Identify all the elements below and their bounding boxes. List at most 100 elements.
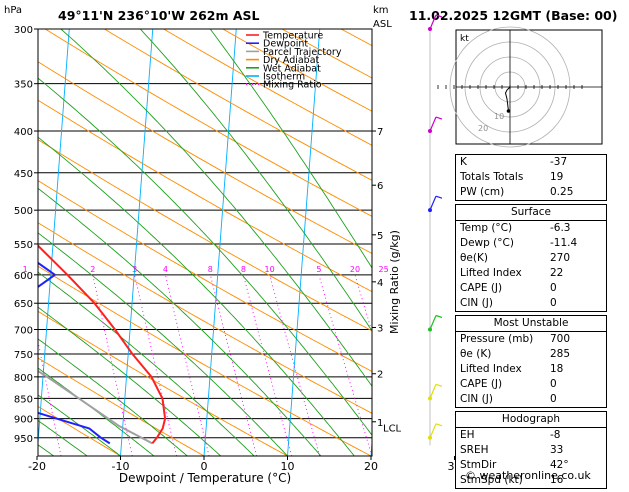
pressure-label-550: 550 bbox=[14, 240, 33, 251]
surface-row: Lifted Index 22 bbox=[456, 266, 606, 281]
most-unstable-row: θe (K)285 bbox=[456, 347, 606, 362]
surface-value: 270 bbox=[550, 251, 602, 266]
hodograph-stat-label: EH bbox=[460, 428, 475, 443]
surface-title: Surface bbox=[456, 205, 606, 221]
pressure-label-800: 800 bbox=[14, 373, 33, 384]
wind-barbs bbox=[428, 15, 442, 445]
wind-barb-flag bbox=[436, 424, 442, 426]
surface-row: θe(K) 270 bbox=[456, 251, 606, 266]
index-value: 0.25 bbox=[550, 185, 602, 200]
surface-label: CIN (J) bbox=[460, 296, 493, 311]
mixing-ratio-line bbox=[210, 275, 256, 456]
wind-barb-shaft bbox=[430, 316, 436, 330]
mixing-ratio-label: 4 bbox=[163, 265, 168, 274]
km-tick-label: 3 bbox=[377, 323, 383, 334]
surface-label: θe(K) bbox=[460, 251, 488, 266]
hodograph-unit-label: kt bbox=[460, 34, 469, 44]
wind-barb-shaft bbox=[430, 384, 436, 398]
pressure-label-950: 950 bbox=[14, 434, 33, 445]
most-unstable-value: 700 bbox=[550, 332, 602, 347]
wet-adiabat-line bbox=[0, 29, 288, 456]
pressure-label-400: 400 bbox=[14, 127, 33, 138]
surface-value: 0 bbox=[550, 281, 602, 296]
mixing-ratio-line bbox=[319, 275, 372, 456]
surface-label: Dewp (°C) bbox=[460, 236, 514, 251]
index-label: PW (cm) bbox=[460, 185, 504, 200]
surface-row: Dewp (°C) -11.4 bbox=[456, 236, 606, 251]
hpa-label: hPa bbox=[4, 5, 22, 16]
copyright-footer[interactable]: © weatheronline.co.uk bbox=[465, 469, 591, 482]
most-unstable-value: 0 bbox=[550, 392, 602, 407]
index-value: 19 bbox=[550, 170, 602, 185]
index-label: K bbox=[460, 155, 467, 170]
pressure-label-900: 900 bbox=[14, 415, 33, 426]
most-unstable-title: Most Unstable bbox=[456, 316, 606, 332]
wet-adiabat-line bbox=[0, 29, 388, 456]
hodograph-ring-label: 10 bbox=[494, 112, 504, 121]
isotherm-line bbox=[121, 29, 153, 456]
mixing-ratio-label: 20 bbox=[350, 265, 360, 274]
hodograph-stat-row: SREH 33 bbox=[456, 443, 606, 458]
legend-label: Mixing Ratio bbox=[263, 80, 322, 91]
hodograph-stat-value: -8 bbox=[550, 428, 602, 443]
wet-adiabat-line bbox=[140, 29, 454, 456]
index-row: K -37 bbox=[456, 155, 606, 170]
pressure-label-500: 500 bbox=[14, 206, 33, 217]
hodograph-stat-label: SREH bbox=[460, 443, 489, 458]
mixing-ratio-label: 10 bbox=[265, 265, 275, 274]
wind-barb-flag bbox=[436, 316, 442, 318]
location-title: 49°11'N 236°10'W 262m ASL bbox=[58, 8, 260, 23]
hodograph-stat-value: 33 bbox=[550, 443, 602, 458]
surface-value: -11.4 bbox=[550, 236, 602, 251]
wind-barb-flag bbox=[436, 384, 442, 386]
surface-row: Temp (°C)-6.3 bbox=[456, 221, 606, 236]
mixing-ratio-label: 5 bbox=[316, 265, 321, 274]
mixing-ratio-label: 2 bbox=[90, 265, 95, 274]
pressure-label-750: 750 bbox=[14, 350, 33, 361]
index-label: Totals Totals bbox=[460, 170, 523, 185]
most-unstable-label: CAPE (J) bbox=[460, 377, 502, 392]
most-unstable-label: CIN (J) bbox=[460, 392, 493, 407]
surface-label: Lifted Index bbox=[460, 266, 522, 281]
surface-row: CIN (J) 0 bbox=[456, 296, 606, 311]
isotherm-line bbox=[37, 29, 69, 456]
pressure-label-350: 350 bbox=[14, 80, 33, 91]
km-tick-label: 4 bbox=[377, 278, 383, 289]
km-tick-label: 2 bbox=[377, 370, 383, 381]
isotherm-line bbox=[622, 29, 629, 456]
index-row: PW (cm) 0.25 bbox=[456, 185, 606, 200]
mixing-ratio-line bbox=[243, 275, 291, 456]
surface-label: Temp (°C) bbox=[460, 221, 512, 236]
x-tick-label: -20 bbox=[28, 460, 46, 473]
pressure-label-700: 700 bbox=[14, 326, 33, 337]
wet-adiabat-line bbox=[61, 29, 421, 456]
wind-barb-flag bbox=[436, 117, 442, 119]
isotherm-line bbox=[288, 29, 320, 456]
most-unstable-row: CIN (J) 0 bbox=[456, 392, 606, 407]
mixing-ratio-label: 3 bbox=[132, 265, 137, 274]
wind-barb-shaft bbox=[430, 196, 436, 210]
km-tick-label: 5 bbox=[377, 231, 383, 242]
isotherm-line bbox=[204, 29, 236, 456]
mixing-ratio-label: 1 bbox=[23, 265, 28, 274]
surface-value: 22 bbox=[550, 266, 602, 281]
most-unstable-row: Pressure (mb)700 bbox=[456, 332, 606, 347]
wet-adiabat-line bbox=[0, 29, 221, 456]
lcl-label: LCL bbox=[383, 424, 402, 435]
index-row: Totals Totals 19 bbox=[456, 170, 606, 185]
dry-adiabat-line bbox=[0, 29, 288, 456]
pressure-label-650: 650 bbox=[14, 299, 33, 310]
hodograph-stats-title: Hodograph bbox=[456, 412, 606, 428]
indices-panel: K -37 Totals Totals 19 PW (cm) 0.25 Surface T… bbox=[455, 154, 607, 492]
surface-value: 0 bbox=[550, 296, 602, 311]
index-value: -37 bbox=[550, 155, 602, 170]
wind-barb-flag bbox=[436, 196, 442, 198]
hodograph-storm-point bbox=[507, 109, 511, 113]
surface-label: CAPE (J) bbox=[460, 281, 502, 296]
km-tick-label: 6 bbox=[377, 181, 383, 192]
